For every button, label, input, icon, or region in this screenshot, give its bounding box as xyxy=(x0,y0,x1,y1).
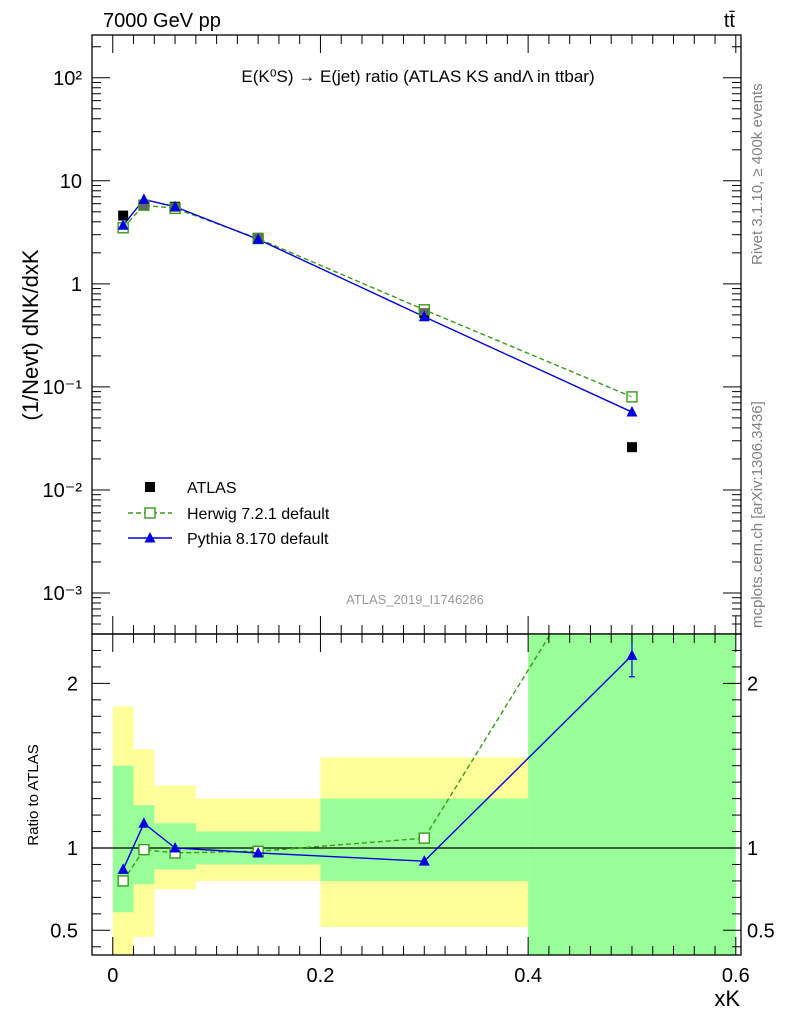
pythia-point xyxy=(169,200,181,212)
legend-label: ATLAS xyxy=(187,480,237,497)
y-tick-label: 1 xyxy=(71,274,82,296)
rivet-label: Rivet 3.1.10, ≥ 400k events xyxy=(749,83,766,265)
pythia-point xyxy=(252,233,264,244)
y-tick-label: 10⁻¹ xyxy=(43,377,83,399)
ratio-point xyxy=(138,817,150,828)
legend: ATLAS Herwig 7.2.1 default Pythia 8.170 de… xyxy=(128,480,330,548)
main-panel: E(K⁰S) → E(jet) ratio (ATLAS KS andΛ in … xyxy=(43,34,742,635)
ratio-point xyxy=(138,843,150,856)
ratio-series xyxy=(117,634,638,887)
legend-marker xyxy=(144,532,156,543)
process-label: tt̄ xyxy=(724,10,736,32)
y-tick-label: 10⁻² xyxy=(43,480,83,502)
main-series xyxy=(117,193,638,453)
atlas-data-point xyxy=(626,442,637,453)
inner-uncertainty-band xyxy=(112,765,134,913)
legend-label: Herwig 7.2.1 default xyxy=(187,506,330,523)
inner-uncertainty-band xyxy=(528,634,736,955)
ratio-y-tick-label-right: 1 xyxy=(747,838,758,860)
ratio-y-tick-label-right: 2 xyxy=(747,673,758,695)
atlas-data-point xyxy=(138,200,149,211)
y-tick-label: 10⁻³ xyxy=(43,583,83,605)
plot-title: E(K⁰S) → E(jet) ratio (ATLAS KS andΛ in … xyxy=(241,67,594,86)
ratio-point xyxy=(117,863,129,874)
atlas-data-point xyxy=(118,210,129,221)
ratio-y-tick-label-right: 0.5 xyxy=(747,920,775,942)
ratio-point xyxy=(117,875,129,887)
x-axis-title: xK xyxy=(714,986,740,1011)
legend-marker xyxy=(144,507,156,519)
energy-label: 7000 GeV pp xyxy=(103,10,221,32)
ratio-y-tick-label: 0.5 xyxy=(50,920,78,942)
legend-label: Pythia 8.170 default xyxy=(187,531,329,548)
x-tick-label: 0.4 xyxy=(514,965,542,987)
y-tick-label: 10 xyxy=(60,171,82,193)
pythia-point xyxy=(418,310,430,322)
ratio-line xyxy=(122,654,633,870)
x-tick-label: 0 xyxy=(107,965,118,987)
pythia-point xyxy=(138,193,150,204)
ratio-point xyxy=(418,832,430,844)
ratio-panel: 0.5 0.5 1 1 2 2 0 0.2 0.4 0.6 xyxy=(50,633,775,987)
legend-marker xyxy=(145,482,155,492)
ratio-frame xyxy=(91,633,742,956)
ratio-point xyxy=(252,846,264,858)
pythia-point xyxy=(117,219,129,230)
ratio-point xyxy=(418,855,430,866)
pythia-point xyxy=(626,406,638,417)
y-tick-label: 10² xyxy=(53,68,82,90)
x-tick-label: 0.2 xyxy=(307,965,335,987)
analysis-watermark: ATLAS_2019_I1746286 xyxy=(346,592,484,607)
ratio-y-tick-label: 1 xyxy=(67,838,78,860)
ratio-line xyxy=(122,634,552,882)
herwig-point xyxy=(626,391,638,403)
source-label: mcplots.cern.ch [arXiv:1306.3436] xyxy=(749,401,766,628)
ratio-axis-title: Ratio to ATLAS xyxy=(25,744,42,845)
ratio-y-tick-label: 2 xyxy=(67,673,78,695)
x-tick-label: 0.6 xyxy=(722,965,750,987)
ratio-point xyxy=(169,842,181,853)
y-axis-title: (1/Nevt) dNK/dxK xyxy=(18,249,43,420)
